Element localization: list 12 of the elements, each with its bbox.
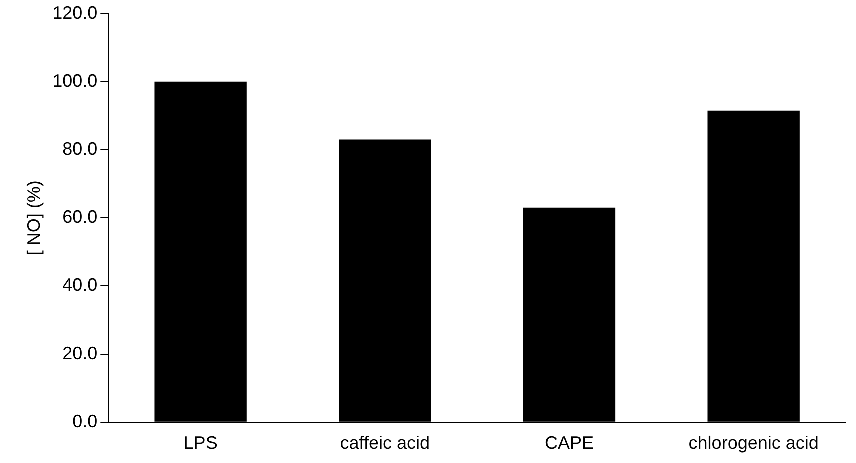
- x-tick-label: CAPE: [544, 433, 594, 454]
- x-tick-label: chlorogenic acid: [688, 433, 819, 454]
- y-tick-label: 120.0: [52, 2, 98, 23]
- x-tick-label: caffeic acid: [340, 433, 430, 454]
- x-tick-label: LPS: [184, 433, 218, 454]
- y-tick-label: 60.0: [62, 207, 98, 228]
- y-tick-label: 80.0: [62, 138, 98, 159]
- y-tick-label: 0.0: [72, 411, 98, 432]
- y-axis-title: [ NO] (%): [24, 180, 44, 256]
- y-tick-label: 20.0: [62, 343, 98, 364]
- y-tick-label: 40.0: [62, 275, 98, 296]
- y-tick-label: 100.0: [52, 70, 98, 91]
